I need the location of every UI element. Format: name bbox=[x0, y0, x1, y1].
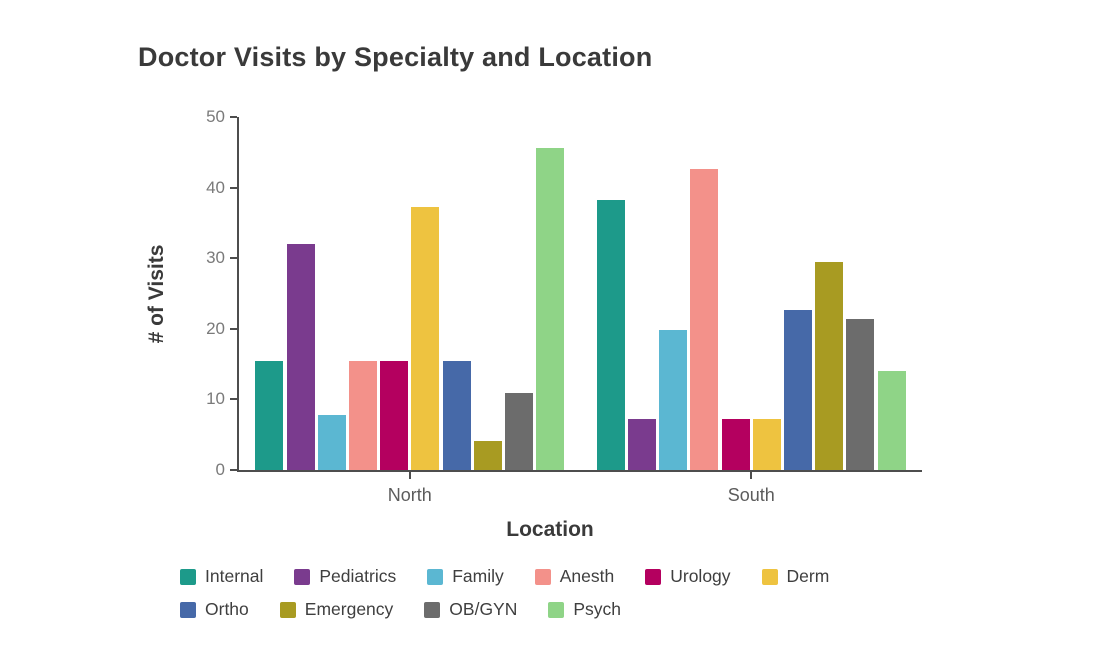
bar-ob-gyn-south bbox=[846, 318, 875, 470]
legend-item-ortho: Ortho bbox=[180, 599, 249, 620]
bar-urology-south bbox=[721, 419, 750, 470]
bar-emergency-north bbox=[473, 441, 502, 470]
x-axis-title: Location bbox=[506, 518, 594, 541]
legend-swatch-internal bbox=[180, 568, 196, 585]
y-tick-label-10: 10 bbox=[206, 389, 225, 409]
y-tick-label-0: 0 bbox=[215, 460, 225, 479]
bar-urology-north bbox=[380, 360, 409, 470]
bar-ortho-south bbox=[784, 310, 813, 470]
y-tick-mark-20 bbox=[230, 327, 237, 330]
x-tick-mark-north bbox=[408, 472, 411, 479]
legend-label-emergency: Emergency bbox=[304, 599, 394, 619]
bar-internal-north bbox=[255, 360, 284, 470]
legend-row-1: Internal Pediatrics Family Anesth Urology Der… bbox=[180, 566, 829, 587]
legend-item-family: Family bbox=[427, 566, 504, 587]
legend-swatch-ob-gyn bbox=[424, 601, 441, 618]
legend-label-anesth: Anesth bbox=[559, 566, 615, 586]
bar-derm-south bbox=[752, 419, 781, 470]
plot-area: 0 10 20 30 40 50 North South bbox=[206, 107, 922, 505]
legend-swatch-urology bbox=[645, 568, 662, 585]
bar-emergency-south bbox=[815, 262, 844, 470]
legend-swatch-family bbox=[427, 568, 444, 585]
x-tick-mark-south bbox=[750, 472, 753, 479]
legend-item-emergency: Emergency bbox=[279, 599, 394, 620]
legend-label-ortho: Ortho bbox=[205, 599, 249, 619]
legend-label-derm: Derm bbox=[786, 566, 830, 586]
y-axis-title: # of Visits bbox=[145, 244, 168, 344]
bar-family-south bbox=[659, 330, 688, 470]
y-tick-label-30: 30 bbox=[206, 248, 225, 268]
legend-item-ob-gyn: OB/GYN bbox=[424, 599, 517, 620]
legend-label-urology: Urology bbox=[670, 566, 731, 586]
legend-label-ob-gyn: OB/GYN bbox=[449, 599, 518, 619]
legend-label-psych: Psych bbox=[573, 599, 622, 619]
legend-label-internal: Internal bbox=[205, 566, 264, 586]
legend-swatch-anesth bbox=[534, 568, 551, 585]
bar-internal-south bbox=[596, 199, 625, 470]
legend-swatch-emergency bbox=[279, 601, 296, 618]
legend-item-derm: Derm bbox=[761, 566, 830, 587]
y-tick-mark-0 bbox=[230, 469, 237, 471]
y-tick-mark-30 bbox=[230, 257, 237, 260]
legend-item-anesth: Anesth bbox=[534, 566, 615, 587]
y-tick-mark-40 bbox=[230, 186, 237, 189]
legend-swatch-psych bbox=[548, 601, 565, 618]
bar-anesth-north bbox=[348, 360, 377, 470]
bar-family-north bbox=[317, 414, 346, 470]
bar-psych-south bbox=[877, 371, 906, 470]
legend-item-psych: Psych bbox=[548, 599, 621, 620]
y-tick-mark-50 bbox=[230, 116, 237, 118]
y-tick-label-20: 20 bbox=[206, 318, 225, 338]
bar-psych-north bbox=[536, 148, 565, 470]
legend-item-internal: Internal bbox=[180, 566, 263, 587]
y-tick-mark-10 bbox=[230, 398, 237, 401]
legend-label-pediatrics: Pediatrics bbox=[319, 566, 397, 586]
legend-swatch-derm bbox=[761, 568, 778, 585]
bar-derm-north bbox=[411, 206, 440, 470]
legend-item-pediatrics: Pediatrics bbox=[294, 566, 396, 587]
y-tick-label-50: 50 bbox=[206, 107, 225, 126]
bar-anesth-south bbox=[690, 168, 719, 470]
legend-swatch-ortho bbox=[180, 601, 196, 618]
x-tick-label-south: South bbox=[727, 485, 775, 505]
legend-row-2: Ortho Emergency OB/GYN Psych bbox=[180, 599, 829, 620]
legend-swatch-pediatrics bbox=[294, 568, 311, 585]
legend: Internal Pediatrics Family Anesth Urology Der… bbox=[180, 566, 829, 620]
bar-ob-gyn-north bbox=[504, 393, 533, 470]
bar-pediatrics-north bbox=[286, 244, 315, 470]
x-tick-label-north: North bbox=[387, 485, 432, 505]
y-tick-label-40: 40 bbox=[206, 177, 225, 197]
legend-item-urology: Urology bbox=[645, 566, 731, 587]
legend-label-family: Family bbox=[452, 566, 504, 586]
bar-pediatrics-south bbox=[628, 419, 657, 470]
bar-ortho-north bbox=[442, 360, 471, 470]
chart-title: Doctor Visits by Specialty and Location bbox=[138, 42, 653, 72]
